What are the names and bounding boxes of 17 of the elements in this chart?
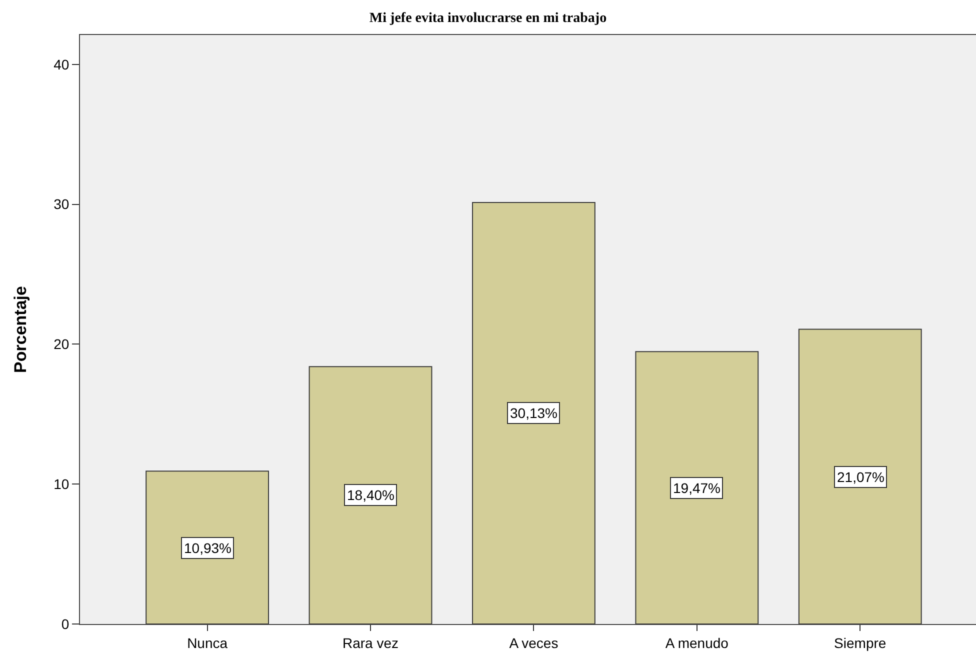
x-tick-label: Siempre [834, 634, 886, 651]
y-tick-label: 30 [54, 196, 70, 212]
x-tick-label: Rara vez [342, 634, 399, 651]
y-tick-label: 20 [54, 336, 70, 352]
y-axis-title: Porcentaje [11, 286, 30, 373]
y-tick-label: 0 [61, 616, 70, 632]
chart-title: Mi jefe evita involucrarse en mi trabajo [369, 10, 607, 26]
x-tick-label: A veces [509, 634, 558, 651]
y-tick-label: 40 [54, 56, 70, 72]
data-label: 18,40% [347, 487, 394, 503]
data-label: 19,47% [673, 480, 720, 496]
x-tick-label: Nunca [187, 634, 228, 651]
x-tick-label: A menudo [665, 634, 729, 651]
data-label: 10,93% [184, 540, 232, 556]
data-label: 30,13% [510, 405, 558, 421]
y-tick-label: 10 [54, 476, 70, 492]
data-label: 21,07% [837, 469, 884, 485]
